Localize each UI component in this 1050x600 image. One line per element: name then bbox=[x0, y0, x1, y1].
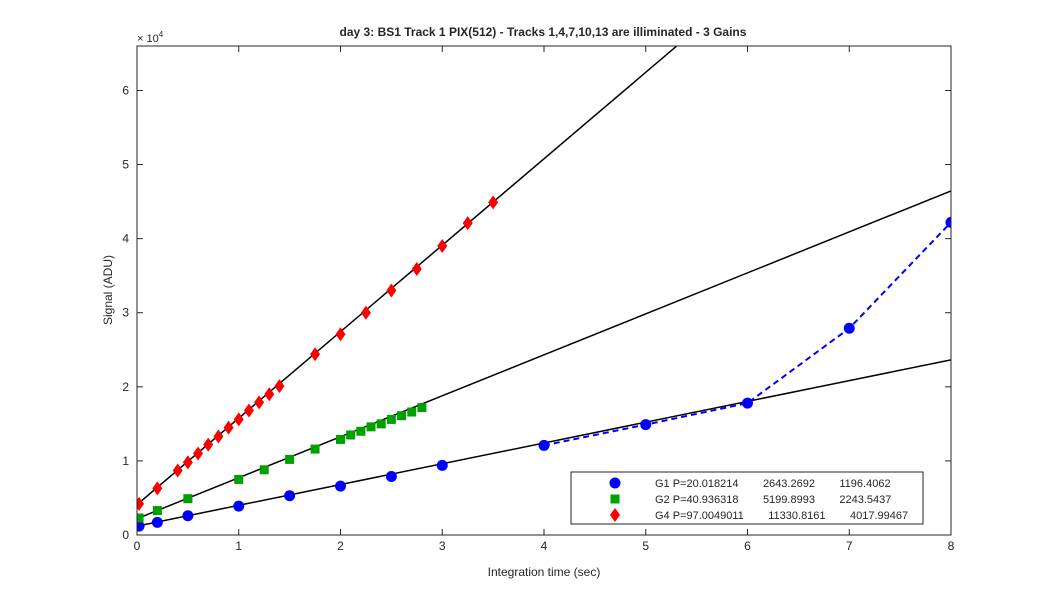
y-exponent-power: 4 bbox=[159, 30, 164, 39]
point-g1 bbox=[335, 480, 346, 492]
x-tick-label: 0 bbox=[134, 539, 141, 553]
point-g4 bbox=[264, 387, 275, 402]
x-tick-label: 5 bbox=[642, 539, 649, 553]
point-g4 bbox=[213, 429, 224, 444]
legend-marker-g2 bbox=[610, 494, 620, 504]
point-g4 bbox=[254, 395, 265, 410]
point-g4 bbox=[310, 347, 321, 362]
legend-marker-g1 bbox=[609, 477, 621, 489]
legend-entry-g4: G4 P=97.0049011 11330.8161 4017.99467 bbox=[655, 510, 908, 522]
axes-box bbox=[136, 45, 952, 536]
point-g4 bbox=[172, 463, 183, 478]
x-axis-label: Integration time (sec) bbox=[488, 565, 601, 579]
fit-line-g4 bbox=[137, 46, 678, 506]
point-g4 bbox=[182, 455, 193, 470]
x-tick-label: 4 bbox=[541, 539, 548, 553]
point-g1 bbox=[137, 520, 145, 532]
point-g2 bbox=[417, 403, 427, 413]
point-g2 bbox=[356, 426, 366, 436]
point-g1 bbox=[385, 470, 397, 482]
legend-box bbox=[570, 471, 924, 525]
point-g4 bbox=[203, 437, 214, 452]
y-tick-label: 3 bbox=[122, 306, 129, 320]
point-g4 bbox=[411, 262, 422, 277]
y-axis-label: Signal (ADU) bbox=[101, 255, 115, 325]
point-g1 bbox=[945, 216, 951, 228]
point-g2 bbox=[346, 430, 356, 440]
point-g4 bbox=[360, 305, 371, 320]
point-g4 bbox=[223, 420, 234, 435]
point-g4 bbox=[137, 496, 145, 511]
point-g2 bbox=[234, 474, 244, 484]
y-tick-label: 0 bbox=[122, 528, 129, 542]
x-tick-label: 6 bbox=[744, 539, 751, 553]
point-g1 bbox=[284, 490, 296, 502]
point-g4 bbox=[462, 216, 473, 231]
point-g4 bbox=[437, 239, 448, 254]
point-g2 bbox=[310, 444, 320, 454]
x-tick-label: 1 bbox=[235, 539, 242, 553]
y-exponent-label: × 104 bbox=[137, 30, 164, 45]
legend: G1 P=20.018214 2643.2692 1196.4062 G2 P=4… bbox=[570, 471, 924, 525]
point-g1 bbox=[538, 439, 550, 451]
axes: 0 1 2 3 4 5 6 7 8 0 1 2 3 4 5 6 bbox=[122, 45, 955, 553]
point-g1 bbox=[640, 419, 652, 431]
point-g4 bbox=[243, 403, 254, 418]
point-g4 bbox=[335, 327, 346, 342]
point-g2 bbox=[386, 414, 396, 424]
point-g4 bbox=[233, 412, 244, 427]
point-g4 bbox=[152, 481, 163, 496]
point-g1 bbox=[233, 500, 245, 512]
x-tick-label: 2 bbox=[337, 539, 344, 553]
point-g1 bbox=[742, 397, 753, 409]
x-tick-label: 8 bbox=[948, 539, 955, 553]
y-tick-label: 5 bbox=[122, 158, 129, 172]
x-tick-label: 7 bbox=[846, 539, 853, 553]
point-g1 bbox=[182, 510, 194, 522]
point-g1 bbox=[151, 516, 163, 528]
point-g2 bbox=[407, 407, 417, 417]
data-markers bbox=[137, 195, 951, 532]
point-g2 bbox=[152, 506, 162, 516]
point-g2 bbox=[336, 434, 345, 444]
point-g4 bbox=[488, 195, 499, 210]
point-g1 bbox=[843, 322, 855, 334]
point-g2 bbox=[285, 454, 295, 464]
point-g4 bbox=[386, 283, 397, 298]
y-tick-label: 2 bbox=[122, 380, 129, 394]
svg-text:× 104: × 104 bbox=[137, 30, 164, 45]
point-g2 bbox=[397, 411, 407, 421]
legend-marker-g4 bbox=[610, 508, 620, 522]
fit-line-g2 bbox=[137, 190, 951, 520]
point-g1 bbox=[436, 459, 448, 471]
point-g2 bbox=[376, 419, 386, 429]
chart-title: day 3: BS1 Track 1 PIX(512) - Tracks 1,4… bbox=[340, 25, 747, 39]
point-g2 bbox=[137, 513, 144, 523]
y-exponent-base: × 10 bbox=[137, 33, 159, 45]
point-g2 bbox=[259, 465, 269, 475]
dashed-series-g1 bbox=[543, 221, 951, 447]
y-tick-label: 6 bbox=[122, 83, 129, 97]
legend-entry-g2: G2 P=40.936318 5199.8993 2243.5437 bbox=[655, 494, 891, 506]
point-g2 bbox=[183, 494, 193, 504]
point-g2 bbox=[366, 422, 376, 432]
point-g4 bbox=[193, 446, 204, 461]
y-tick-label: 4 bbox=[122, 232, 129, 246]
point-g4 bbox=[274, 379, 285, 394]
x-tick-label: 3 bbox=[439, 539, 446, 553]
legend-entry-g1: G1 P=20.018214 2643.2692 1196.4062 bbox=[655, 478, 891, 490]
y-tick-label: 1 bbox=[122, 454, 129, 468]
